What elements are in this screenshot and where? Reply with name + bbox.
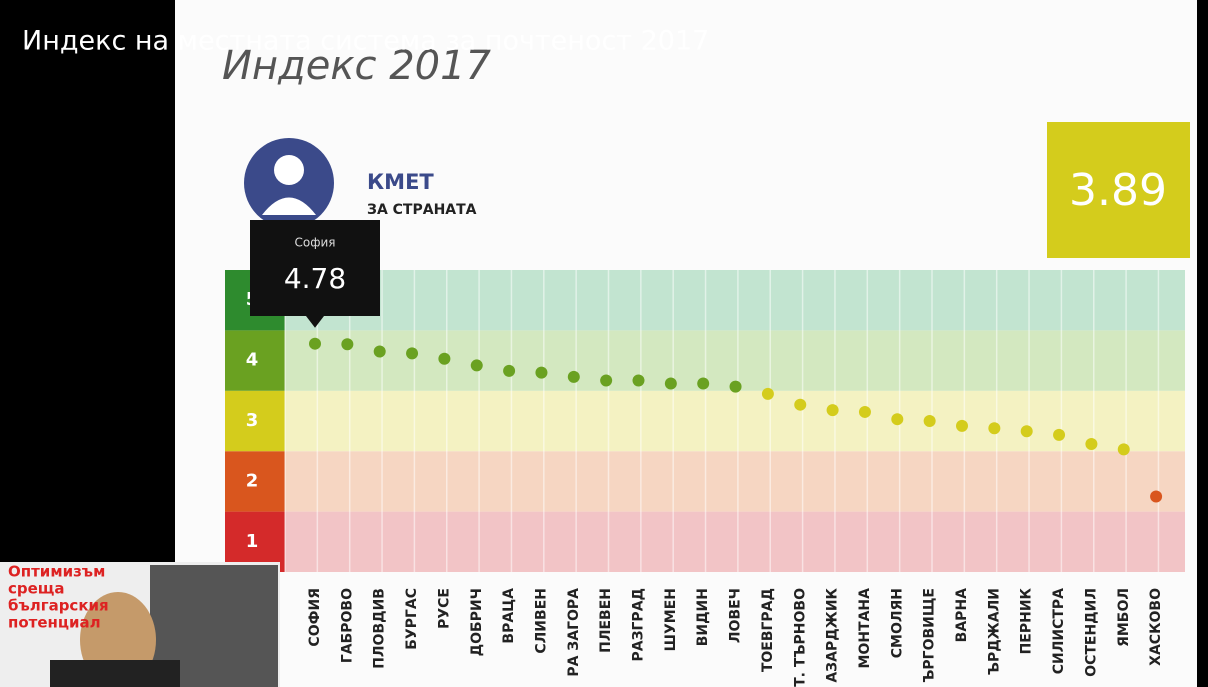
x-tick-label: Т. ТЪРНОВО xyxy=(792,588,808,687)
dot xyxy=(923,415,936,427)
tooltip-pointer xyxy=(306,316,324,328)
band-label-cell xyxy=(225,330,285,391)
y-tick-label: 2 xyxy=(246,470,259,491)
slide-title: Индекс 2017 xyxy=(222,43,492,89)
dot xyxy=(632,374,645,387)
dot xyxy=(761,387,774,400)
dot xyxy=(826,404,839,417)
dot xyxy=(567,370,580,383)
x-tick-label: ДОБРИЧ xyxy=(469,588,485,656)
x-tick-label: СМОЛЯН xyxy=(889,588,905,658)
dot xyxy=(341,338,354,351)
x-tick-label: РАЗГРАД xyxy=(631,588,647,662)
video-title: Индекс на местната система за почтеност … xyxy=(22,26,709,57)
dot xyxy=(1020,425,1033,438)
tooltip-value: 4.78 xyxy=(284,262,346,295)
dot xyxy=(1117,443,1130,456)
band xyxy=(285,390,1185,452)
tooltip-label: София xyxy=(295,236,336,250)
speaker-body xyxy=(50,660,180,687)
x-tick-label: ПЛЕВЕН xyxy=(598,588,614,653)
x-tick-label: МОНТАНА xyxy=(857,588,873,669)
dot xyxy=(956,419,968,432)
x-tick-label: БУРГАС xyxy=(404,588,420,650)
band-label-cell xyxy=(225,511,285,572)
dot xyxy=(600,374,613,387)
dot xyxy=(438,352,451,365)
y-tick-label: 1 xyxy=(246,531,259,552)
x-tick-label: ЪРГОВИЩЕ xyxy=(922,588,938,683)
x-tick-label: ВАРНА xyxy=(954,588,970,642)
dot xyxy=(406,347,419,360)
band xyxy=(285,270,1185,331)
dot xyxy=(503,364,516,377)
x-tick-label: ХАСКОВО xyxy=(1148,588,1164,666)
dot xyxy=(1053,428,1066,441)
banner-text: потенциал xyxy=(8,614,101,632)
dot xyxy=(535,366,548,379)
y-tick-label: 4 xyxy=(246,350,259,371)
avatar-head xyxy=(274,155,304,185)
dot xyxy=(988,422,1001,435)
y-tick-label: 3 xyxy=(246,410,259,431)
dot xyxy=(891,413,904,426)
x-tick-label: ВИДИН xyxy=(695,588,711,646)
dot xyxy=(373,345,386,358)
dot xyxy=(1150,490,1163,503)
x-tick-label: ПЕРНИК xyxy=(1019,587,1035,654)
avatar-body xyxy=(262,197,316,215)
banner-text: Оптимизъм xyxy=(8,563,105,581)
x-tick-label: СЛИВЕН xyxy=(533,588,549,654)
tooltip-box xyxy=(250,220,380,316)
x-tick-label: ПЛОВДИВ xyxy=(372,588,388,669)
band-label-cell xyxy=(225,390,285,452)
dot xyxy=(1085,437,1098,450)
x-tick-label: ЯМБОЛ xyxy=(1116,588,1132,647)
x-tick-label: ВРАЦА xyxy=(501,588,517,644)
x-tick-label: ТОЕВГРАД xyxy=(760,588,776,672)
dot xyxy=(794,398,807,411)
x-tick-label: СОФИЯ xyxy=(307,588,323,647)
x-tick-label: РУСЕ xyxy=(436,588,452,629)
banner-text: среща xyxy=(8,580,65,598)
x-tick-label: РА ЗАГОРА xyxy=(566,588,582,677)
x-tick-label: СИЛИСТРА xyxy=(1051,588,1067,674)
role: КМЕТ xyxy=(367,170,434,194)
x-tick-label: ОСТЕНДИЛ xyxy=(1083,588,1099,677)
x-tick-label: ШУМЕН xyxy=(663,588,679,651)
national-index: 3.89 xyxy=(1069,165,1167,216)
dot xyxy=(729,380,742,393)
band xyxy=(285,511,1185,572)
dot xyxy=(309,337,321,350)
x-tick-label: АЗАРДЖИК xyxy=(825,587,841,682)
band xyxy=(285,451,1185,512)
dot xyxy=(858,405,871,418)
dot xyxy=(697,377,710,390)
x-tick-label: ЛОВЕЧ xyxy=(728,588,744,643)
scope: ЗА СТРАНАТА xyxy=(367,202,477,218)
dot xyxy=(664,377,677,390)
dot xyxy=(470,359,483,372)
band-label-cell xyxy=(225,451,285,512)
x-tick-label: ЪРДЖАЛИ xyxy=(986,588,1002,675)
banner-text: българския xyxy=(8,597,109,615)
national-box xyxy=(1047,122,1190,258)
x-tick-label: ГАБРОВО xyxy=(339,588,355,663)
chart: 12345СОФИЯГАБРОВОПЛОВДИВБУРГАСРУСЕДОБРИЧ… xyxy=(225,270,1185,687)
